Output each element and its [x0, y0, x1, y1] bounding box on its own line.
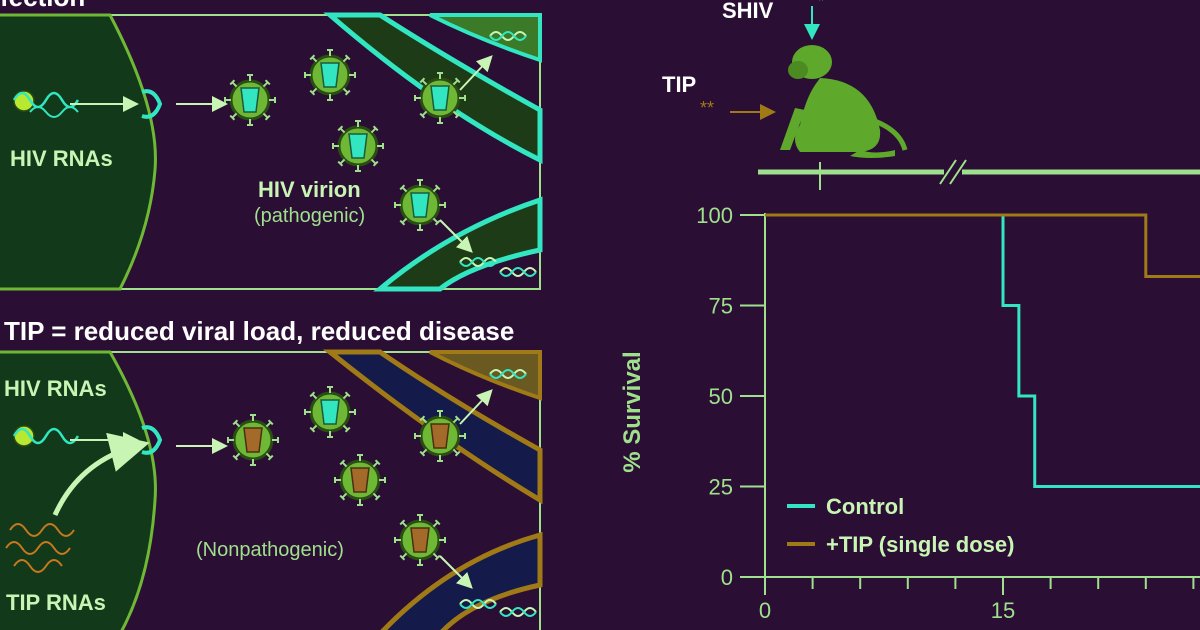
virion-bottom-1: [228, 415, 278, 465]
virion-top-5: [395, 180, 445, 230]
cell-membrane-top: [0, 13, 157, 291]
virion-bottom-2: [305, 387, 355, 437]
timeline-break-gap: [944, 160, 962, 184]
budding-bottom: [141, 425, 163, 455]
panel-top-heading: fection: [0, 0, 85, 12]
vessel-bottom-mid: [429, 350, 542, 401]
series-line-control: [765, 213, 1200, 488]
bottom-hiv-rnas: HIV RNAs: [4, 376, 107, 401]
shiv-star: *: [818, 0, 824, 10]
tip-arrow-curve: [52, 432, 150, 517]
arrow-bottom-vessel-1: [459, 389, 493, 425]
vessel-top-mid: [429, 13, 542, 63]
survival-chart: % Survival 0 25 50 75 100 0 15 Control +TIP (…: [619, 203, 1200, 623]
x-ticks: 0 15: [759, 577, 1195, 623]
y-axis-label: % Survival: [619, 351, 646, 472]
virion-bottom-3: [335, 455, 385, 505]
legend: Control +TIP (single dose): [787, 494, 1014, 557]
shiv-label: SHIV: [722, 0, 774, 23]
virion-top-4: [415, 73, 465, 123]
y-ticks: 0 25 50 75 100: [696, 203, 765, 590]
virion-top-2: [305, 50, 355, 100]
arrow-top-vessel-2: [439, 219, 473, 253]
tip-rnas-squiggle: [5, 523, 75, 573]
panel-bottom-heading: TIP = reduced viral load, reduced diseas…: [4, 316, 514, 346]
y-tick-label-75: 75: [709, 294, 733, 319]
tip-marker: **: [700, 98, 714, 118]
y-tick-label-0: 0: [721, 565, 733, 590]
x-tick-label-0: 0: [759, 598, 771, 623]
cell-membrane-bottom: [0, 350, 157, 630]
y-tick-label-100: 100: [696, 203, 733, 228]
timeline-break-1: [939, 159, 957, 185]
bottom-tip-rnas: TIP RNAs: [6, 590, 106, 615]
rna-top-2: [29, 106, 79, 118]
budding-top: [141, 89, 163, 119]
timeline-break-2: [949, 159, 967, 185]
top-hiv-rnas: HIV RNAs: [10, 146, 113, 171]
tip-label: TIP: [662, 72, 696, 97]
rna-bottom: [12, 427, 80, 445]
legend-label-control: Control: [826, 494, 904, 519]
monkey-icon: [780, 45, 908, 158]
bottom-virion-sub: (Nonpathogenic): [196, 539, 344, 561]
series-line-tip: [765, 213, 1200, 279]
arrow-top-vessel-1: [459, 55, 493, 91]
virion-top-3: [333, 121, 383, 171]
arrow-bottom-vessel-2: [439, 555, 473, 589]
virion-top-1: [225, 75, 275, 125]
rna-top: [12, 91, 80, 109]
top-virion-title: HIV virion: [258, 177, 361, 202]
y-tick-label-25: 25: [709, 475, 733, 500]
experiment: SHIV * TIP **: [662, 0, 1200, 190]
top-virion-sub: (pathogenic): [254, 205, 365, 227]
virion-bottom-4: [415, 411, 465, 461]
series-lines: [765, 213, 1200, 488]
x-tick-label-15: 15: [991, 598, 1015, 623]
panel-top: fection HIV RNAs HIV virion (pathogenic): [0, 0, 543, 292]
legend-label-tip: +TIP (single dose): [826, 532, 1014, 557]
nucleus-top: [13, 90, 35, 112]
panel-bottom: TIP = reduced viral load, reduced diseas…: [0, 316, 543, 630]
y-tick-label-50: 50: [709, 384, 733, 409]
virion-bottom-5: [395, 515, 445, 565]
